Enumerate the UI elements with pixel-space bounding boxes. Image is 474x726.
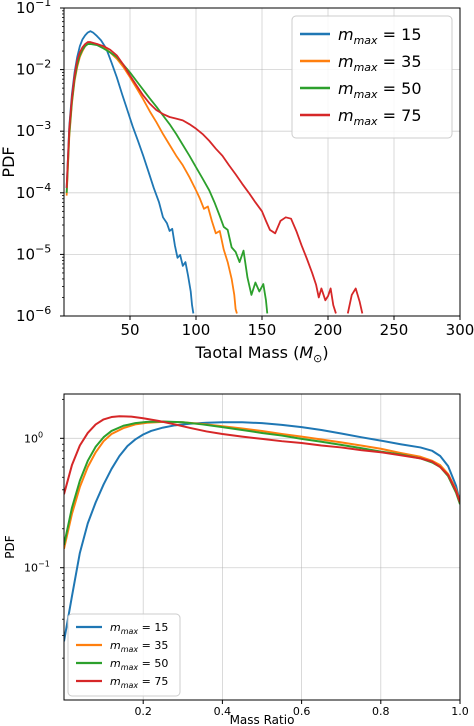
legend: mmax = 15 mmax = 35 mmax = 50 mmax = 75 bbox=[291, 15, 453, 139]
legend: mmax = 15 mmax = 35 mmax = 50 mmax = 75 bbox=[67, 613, 181, 697]
x-tick-label: 0.4 bbox=[214, 705, 232, 718]
y-tick-label: 10−5 bbox=[16, 242, 51, 263]
x-tick-label: 300 bbox=[446, 321, 474, 339]
x-tick-label: 150 bbox=[248, 321, 277, 339]
y-axis-title: PDF bbox=[0, 146, 18, 177]
series-line-75 bbox=[346, 287, 364, 314]
x-tick-label: 200 bbox=[314, 321, 343, 339]
legend-label-15: mmax = 15 bbox=[110, 621, 168, 636]
legend-label-75: mmax = 75 bbox=[110, 675, 168, 690]
mass-ratio-chart: 0.2 0.4 0.6 0.8 1.0 10−1 100 Mass Ratio PDF mmax … bbox=[3, 393, 469, 726]
y-tick-label: 10−3 bbox=[16, 119, 51, 140]
y-tick-label: 100 bbox=[24, 430, 43, 445]
y-tick-label: 10−4 bbox=[16, 181, 51, 202]
x-tick-label: 1.0 bbox=[451, 705, 469, 718]
x-tick-label: 50 bbox=[120, 321, 139, 339]
legend-box bbox=[291, 15, 453, 139]
x-tick-label: 100 bbox=[182, 321, 211, 339]
x-tick-label: 0.6 bbox=[293, 705, 311, 718]
legend-box bbox=[67, 613, 181, 697]
legend-label-35: mmax = 35 bbox=[110, 639, 168, 654]
plot-frame bbox=[63, 393, 461, 701]
x-axis-title: Mass Ratio bbox=[230, 713, 295, 726]
x-tick-label: 0.8 bbox=[372, 705, 390, 718]
series-line-75 bbox=[64, 415, 460, 503]
x-tick-label: 0.2 bbox=[134, 705, 152, 718]
x-axis-title: Taotal Mass (M⊙) bbox=[194, 343, 328, 365]
series-line-50 bbox=[65, 43, 269, 314]
series-line-35 bbox=[64, 420, 460, 550]
total-mass-chart: 50 100 150 200 250 300 10−6 10−5 10−4 10−3 10−2 10−… bbox=[0, 0, 474, 365]
series-line-15 bbox=[64, 421, 460, 642]
series-line-75 bbox=[65, 41, 337, 314]
x-tick-label: 250 bbox=[380, 321, 409, 339]
y-tick-label: 10−6 bbox=[16, 304, 51, 325]
y-tick-label: 10−2 bbox=[16, 58, 51, 79]
legend-label-50: mmax = 50 bbox=[338, 79, 422, 101]
y-tick-label: 10−1 bbox=[24, 560, 50, 575]
y-axis-title: PDF bbox=[3, 535, 17, 558]
legend-label-75: mmax = 75 bbox=[338, 106, 422, 128]
legend-label-35: mmax = 35 bbox=[338, 52, 422, 74]
series-line-50 bbox=[64, 420, 460, 546]
y-tick-label: 10−1 bbox=[16, 0, 51, 17]
legend-label-50: mmax = 50 bbox=[110, 657, 168, 672]
series-line-35 bbox=[65, 42, 238, 314]
legend-label-15: mmax = 15 bbox=[338, 25, 422, 47]
series-line-15 bbox=[65, 30, 195, 314]
